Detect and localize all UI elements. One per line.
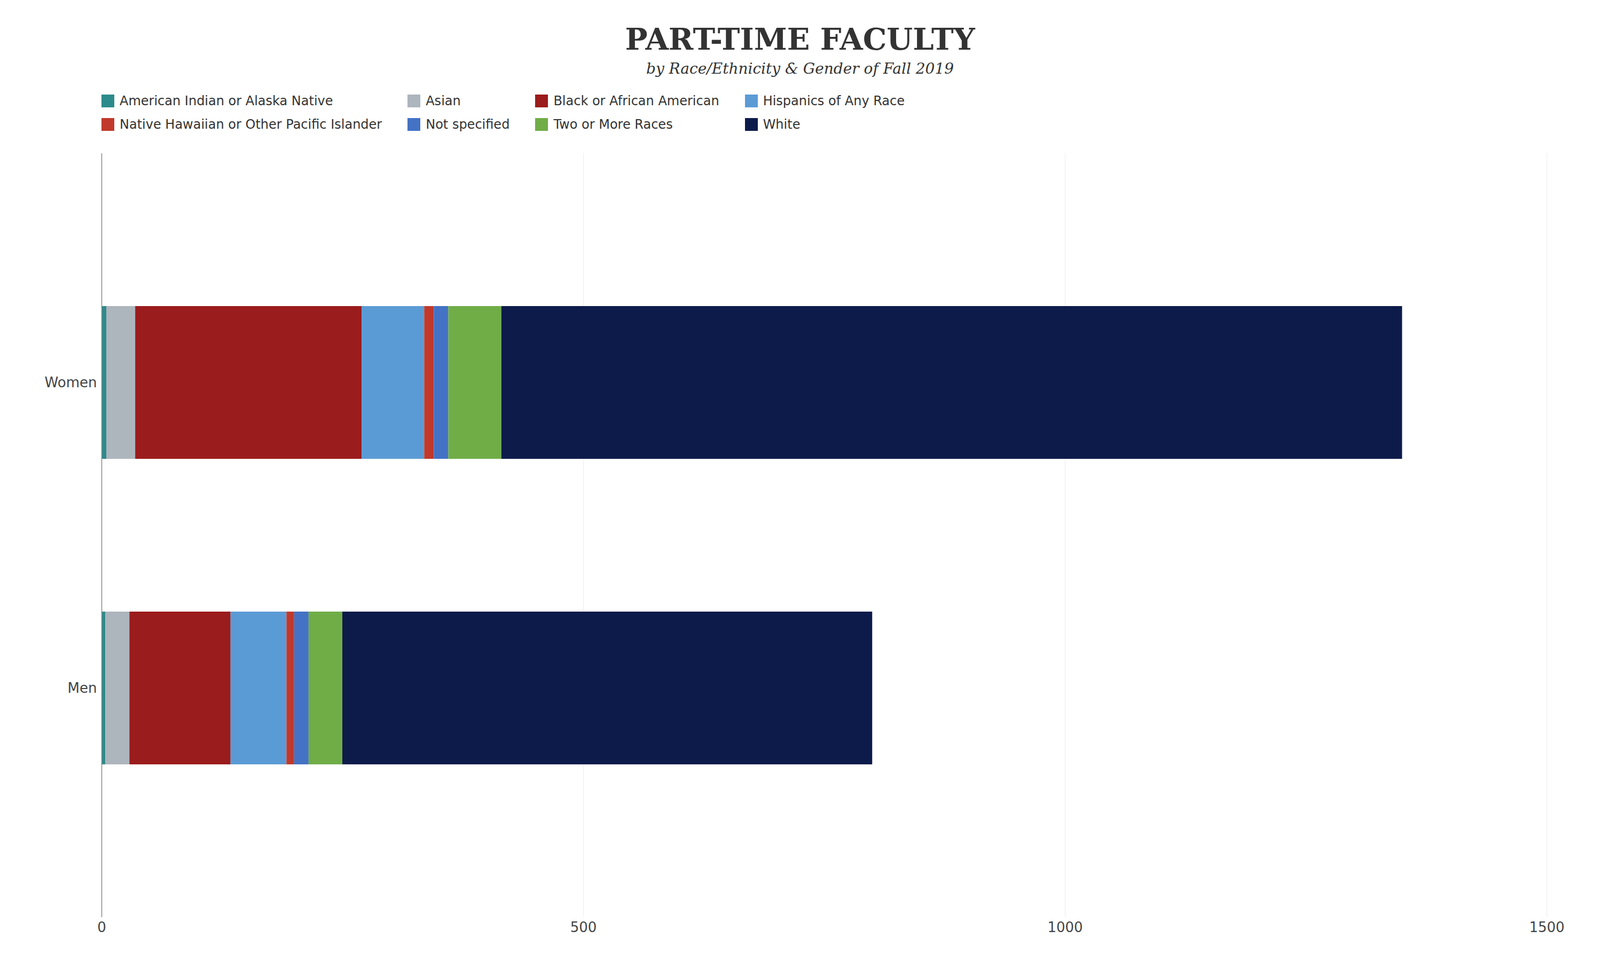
html-text:Native Hawaiian or Other Pacif: Native Hawaiian or Other Pacific Islande… <box>119 116 382 132</box>
html-text:White: White <box>762 116 801 132</box>
svg-text:1500: 1500 <box>1528 919 1565 936</box>
html-text:Black or African American: Black or African American <box>553 93 720 109</box>
html-text:Asian: Asian <box>425 93 461 109</box>
svg-text:0: 0 <box>97 919 107 936</box>
html-text:Not specified: Not specified <box>425 116 510 132</box>
html-text:Hispanics of Any Race: Hispanics of Any Race <box>762 93 905 109</box>
svg-text:Women: Women <box>44 374 98 391</box>
html-text:PART-TIME FACULTY: PART-TIME FACULTY <box>625 21 975 57</box>
html-text:American Indian or Alaska Nati: American Indian or Alaska Native <box>119 93 334 109</box>
html-text:by Race/Ethnicity & Gender of: by Race/Ethnicity & Gender of Fall 2019 <box>646 59 954 78</box>
html-text:Two or More Races: Two or More Races <box>553 116 673 132</box>
svg-text:1000: 1000 <box>1047 919 1083 936</box>
svg-text:Men: Men <box>67 679 98 696</box>
svg-text:500: 500 <box>570 919 598 936</box>
